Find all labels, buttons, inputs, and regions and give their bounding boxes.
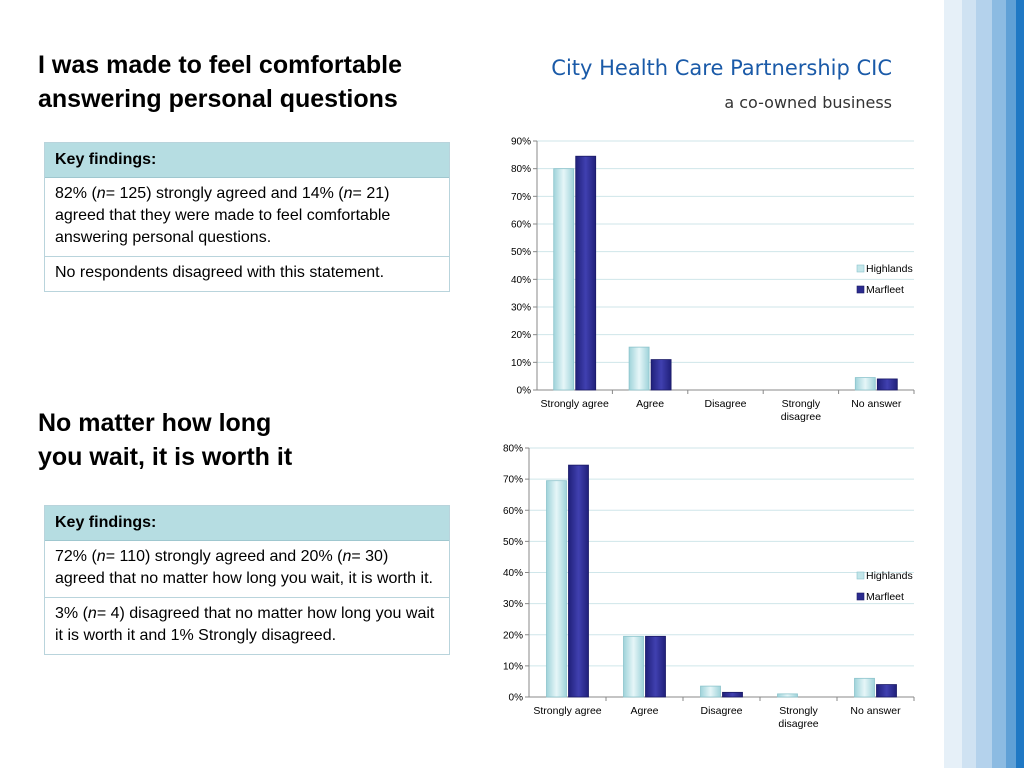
section1-finding-2: No respondents disagreed with this state… xyxy=(55,264,385,281)
decorative-stripes xyxy=(944,0,1024,768)
y-tick-label: 60% xyxy=(511,220,531,231)
x-tick-label: Agree xyxy=(630,705,658,717)
x-tick-label: Disagree xyxy=(704,398,746,410)
stripe xyxy=(1016,0,1024,768)
section2-finding-2: 3% (n= 4) disagreed that no matter how l… xyxy=(55,605,435,644)
legend-swatch xyxy=(856,592,865,601)
y-tick-label: 40% xyxy=(511,275,531,286)
x-tick-label: Strongly xyxy=(779,705,818,717)
section2-findings-header: Key findings: xyxy=(45,506,449,541)
bar-highlands xyxy=(854,377,876,391)
section1-heading: I was made to feel comfortable answering… xyxy=(38,48,402,116)
section2-heading: No matter how long you wait, it is worth… xyxy=(38,406,292,474)
x-tick-label: disagree xyxy=(778,718,818,730)
y-tick-label: 0% xyxy=(509,693,524,704)
y-tick-label: 10% xyxy=(503,661,523,672)
stripe xyxy=(962,0,976,768)
legend-label: Highlands xyxy=(866,570,913,582)
stripe xyxy=(992,0,1006,768)
section2-findings-box: Key findings: 72% (n= 110) strongly agre… xyxy=(44,505,450,655)
bar-marfleet xyxy=(575,155,597,391)
legend-swatch xyxy=(856,285,865,294)
y-tick-label: 0% xyxy=(517,386,532,397)
x-tick-label: No answer xyxy=(851,398,902,410)
stripe xyxy=(976,0,992,768)
y-tick-label: 30% xyxy=(503,599,523,610)
x-tick-label: disagree xyxy=(781,411,821,423)
x-tick-label: Strongly agree xyxy=(533,705,601,717)
x-tick-label: Strongly agree xyxy=(541,398,609,410)
section2-heading-line2: you wait, it is worth it xyxy=(38,443,293,471)
section1-heading-line2: answering personal questions xyxy=(38,85,398,113)
x-tick-label: No answer xyxy=(850,705,901,717)
stripe xyxy=(944,0,962,768)
y-tick-label: 70% xyxy=(511,192,531,203)
section1-findings-box: Key findings: 82% (n= 125) strongly agre… xyxy=(44,142,450,292)
legend-label: Marfleet xyxy=(866,284,904,296)
y-tick-label: 10% xyxy=(511,358,531,369)
y-tick-label: 80% xyxy=(511,164,531,175)
brand-title: City Health Care Partnership CIC xyxy=(551,56,892,80)
y-tick-label: 50% xyxy=(503,537,523,548)
bar-highlands xyxy=(700,685,721,698)
bar-highlands xyxy=(546,480,567,698)
section1-findings-header: Key findings: xyxy=(45,143,449,178)
y-tick-label: 50% xyxy=(511,247,531,258)
y-tick-label: 60% xyxy=(503,506,523,517)
bar-highlands xyxy=(553,168,575,391)
bar-highlands xyxy=(628,346,650,391)
stripe xyxy=(1006,0,1016,768)
x-tick-label: Agree xyxy=(636,398,664,410)
bar-marfleet xyxy=(876,684,897,698)
legend-swatch xyxy=(856,264,865,273)
section2-finding-1: 72% (n= 110) strongly agreed and 20% (n=… xyxy=(45,541,449,598)
y-tick-label: 80% xyxy=(503,444,523,455)
section2-heading-line1: No matter how long xyxy=(38,409,272,437)
y-tick-label: 20% xyxy=(503,630,523,641)
x-tick-label: Disagree xyxy=(700,705,742,717)
bar-highlands xyxy=(623,635,644,698)
bar-marfleet xyxy=(568,464,589,698)
legend-label: Marfleet xyxy=(866,591,904,603)
y-tick-label: 20% xyxy=(511,330,531,341)
bar-marfleet xyxy=(645,635,666,698)
y-tick-label: 90% xyxy=(511,137,531,148)
section1-heading-line1: I was made to feel comfortable xyxy=(38,51,402,79)
y-tick-label: 70% xyxy=(503,475,523,486)
legend-swatch xyxy=(856,571,865,580)
bar-highlands xyxy=(854,677,875,698)
bar-marfleet xyxy=(876,378,898,391)
brand-subtitle: a co-owned business xyxy=(724,93,892,112)
bar-highlands xyxy=(777,693,798,698)
y-tick-label: 30% xyxy=(511,303,531,314)
legend-label: Highlands xyxy=(866,263,913,275)
bar-marfleet xyxy=(650,359,672,391)
x-tick-label: Strongly xyxy=(782,398,821,410)
section1-finding-1: 82% (n= 125) strongly agreed and 14% (n=… xyxy=(45,178,449,257)
bar-marfleet xyxy=(722,691,743,698)
y-tick-label: 40% xyxy=(503,568,523,579)
